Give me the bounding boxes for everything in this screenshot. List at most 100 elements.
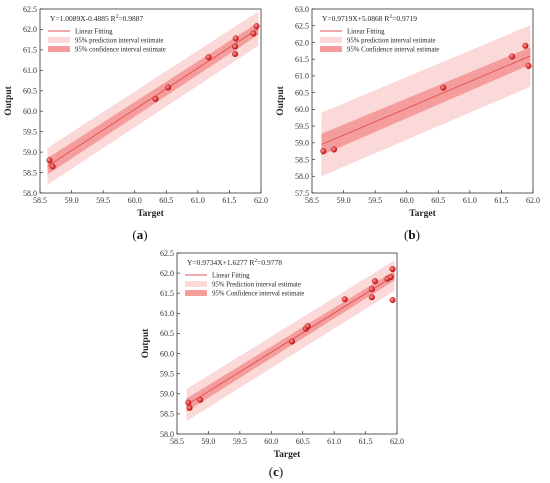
data-point	[205, 54, 212, 61]
y-axis-label: Output	[4, 85, 14, 115]
x-tick-label: 62.0	[254, 196, 268, 205]
legend-confidence-swatch	[185, 290, 207, 296]
legend-prediction-swatch	[48, 37, 70, 43]
y-tick-label: 61.5	[23, 46, 37, 55]
legend-entry: 95% prediction interval estimate	[347, 38, 436, 45]
x-tick-label: 60.0	[128, 196, 142, 205]
data-point	[152, 95, 159, 102]
y-tick-label: 60.0	[160, 349, 174, 358]
y-tick-label: 59.0	[23, 148, 37, 157]
y-tick-label: 63.0	[295, 5, 309, 14]
panel-caption: (c)	[269, 464, 283, 479]
panel-a: 58.5 59.0 59.5 60.0 60.5 61.0 61.5 62.058.058.5…	[4, 5, 268, 242]
x-axis-label: Target	[274, 450, 301, 460]
data-point	[440, 84, 447, 91]
x-axis-label: Target	[137, 209, 164, 219]
y-tick-label: 59.5	[23, 127, 37, 136]
y-tick-label: 58.0	[160, 430, 174, 439]
x-tick-label: 60.5	[159, 196, 173, 205]
data-point	[289, 338, 296, 345]
legend-entry: Linear Fitting	[212, 273, 250, 280]
x-axis-label: Target	[409, 209, 436, 219]
data-point	[250, 30, 257, 37]
data-point	[320, 148, 327, 155]
data-point	[387, 274, 394, 281]
y-tick-label: 60.5	[160, 329, 174, 338]
x-tick-label: 59.0	[337, 196, 351, 205]
data-point	[509, 53, 516, 60]
legend-entry: Linear Fitting	[75, 29, 113, 36]
data-point	[331, 146, 338, 153]
data-point	[368, 294, 375, 301]
y-tick-label: 58.5	[23, 168, 37, 177]
x-tick-label: 61.5	[359, 437, 373, 446]
legend-confidence-swatch	[48, 46, 70, 52]
y-tick-label: 61.5	[295, 55, 309, 64]
fit-line	[321, 55, 531, 145]
x-tick-label: 62.0	[390, 437, 404, 446]
data-point	[46, 157, 53, 164]
x-tick-label: 61.0	[191, 196, 205, 205]
panel-caption: (b)	[404, 227, 420, 242]
x-tick-label: 61.0	[327, 437, 341, 446]
x-tick-label: 59.5	[96, 196, 110, 205]
y-tick-label: 61.0	[295, 72, 309, 81]
data-point	[389, 297, 396, 304]
y-axis-label: Output	[276, 85, 286, 115]
y-tick-label: 59.5	[295, 122, 309, 131]
y-tick-label: 60.0	[23, 107, 37, 116]
plot-frame	[311, 8, 534, 194]
y-tick-label: 58.0	[23, 189, 37, 198]
y-tick-label: 61.0	[23, 66, 37, 75]
y-tick-label: 60.5	[295, 88, 309, 97]
y-tick-label: 60.0	[295, 105, 309, 114]
x-tick-label: 61.5	[222, 196, 236, 205]
legend-entry: 95% Prediction interval estimate	[212, 282, 301, 289]
y-tick-label: 60.5	[23, 87, 37, 96]
legend: Linear Fitting 95% prediction interval es…	[48, 29, 166, 54]
fit-equation: Y=0.9734X+1.6277 R2=0.9778	[187, 258, 282, 267]
confidence-band	[321, 47, 531, 156]
data-point	[341, 296, 348, 303]
y-tick-label: 58.5	[160, 410, 174, 419]
legend: Linear Fitting 95% prediction interval es…	[320, 29, 439, 54]
legend-entry: Linear Fitting	[347, 29, 385, 36]
x-tick-label: 59.5	[368, 196, 382, 205]
legend-confidence-swatch	[320, 46, 342, 52]
x-tick-label: 59.0	[201, 437, 215, 446]
y-tick-label: 62.0	[23, 25, 37, 34]
data-point	[185, 399, 192, 406]
data-point	[368, 286, 375, 293]
x-tick-label: 59.0	[65, 196, 79, 205]
y-axis-label: Output	[141, 328, 151, 358]
x-tick-label: 60.5	[296, 437, 310, 446]
data-point	[253, 23, 260, 30]
x-tick-label: 58.5	[170, 437, 184, 446]
x-tick-label: 60.0	[400, 196, 414, 205]
data-point	[165, 84, 172, 91]
x-tick-label: 58.5	[305, 196, 319, 205]
data-point	[372, 278, 379, 285]
legend-prediction-swatch	[185, 281, 207, 287]
y-tick-label: 57.5	[295, 189, 309, 198]
x-tick-label: 59.5	[233, 437, 247, 446]
y-tick-label: 62.0	[295, 38, 309, 47]
data-point	[232, 43, 239, 50]
legend-entry: 95% Confidence interval estimate	[347, 47, 439, 54]
x-tick-label: 60.5	[431, 196, 445, 205]
data-point	[197, 396, 204, 403]
y-tick-label: 62.5	[23, 5, 37, 14]
y-tick-label: 62.5	[295, 22, 309, 31]
panel-caption: (a)	[132, 227, 147, 242]
y-tick-label: 61.0	[160, 309, 174, 318]
y-tick-label: 62.0	[160, 269, 174, 278]
data-point	[232, 50, 239, 57]
x-tick-label: 58.5	[33, 196, 47, 205]
legend-entry: 95% prediction interval estimate	[75, 38, 164, 45]
data-point	[304, 323, 311, 330]
data-point	[522, 42, 529, 49]
y-tick-label: 59.5	[160, 369, 174, 378]
fit-equation: Y=0.9719X+5.0868 R2=0.9719	[322, 14, 417, 23]
y-tick-label: 62.5	[160, 249, 174, 258]
